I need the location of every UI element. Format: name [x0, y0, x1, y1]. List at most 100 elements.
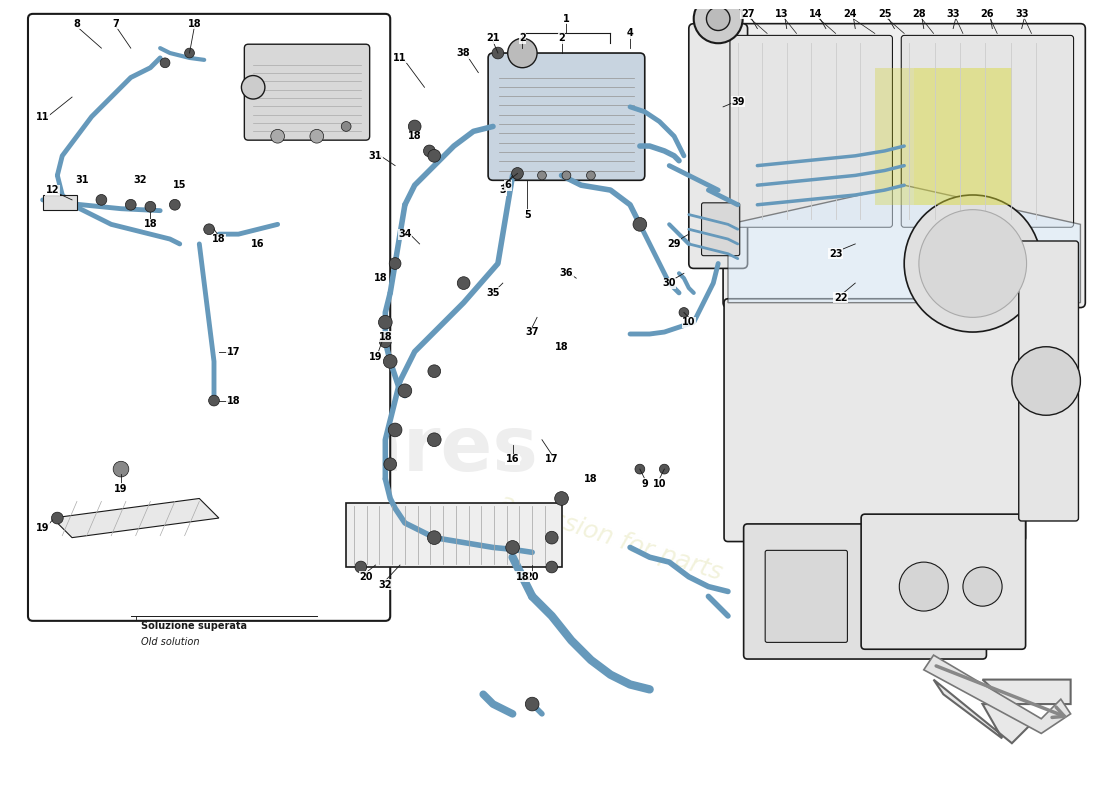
Text: 2: 2 — [519, 34, 526, 43]
Text: 9: 9 — [641, 478, 648, 489]
Circle shape — [378, 315, 393, 329]
Circle shape — [310, 130, 323, 143]
Text: 32: 32 — [378, 580, 392, 590]
Circle shape — [679, 307, 689, 318]
Circle shape — [341, 122, 351, 131]
FancyBboxPatch shape — [861, 514, 1025, 650]
Text: 37: 37 — [526, 327, 539, 337]
Text: 19: 19 — [368, 351, 383, 362]
Circle shape — [554, 492, 569, 506]
Text: 19: 19 — [36, 523, 50, 533]
FancyBboxPatch shape — [689, 24, 748, 269]
Circle shape — [526, 698, 539, 711]
Circle shape — [694, 0, 743, 43]
Circle shape — [424, 145, 436, 157]
Text: 1: 1 — [563, 14, 570, 24]
Circle shape — [271, 130, 285, 143]
Circle shape — [706, 7, 730, 30]
Text: Soluzione superata: Soluzione superata — [141, 621, 246, 631]
Text: 36: 36 — [560, 268, 573, 278]
Text: 18: 18 — [378, 332, 392, 342]
Circle shape — [384, 354, 397, 368]
Text: 18: 18 — [516, 572, 529, 582]
FancyBboxPatch shape — [1019, 241, 1078, 521]
Circle shape — [52, 512, 63, 524]
Text: 10: 10 — [652, 478, 667, 489]
Text: 17: 17 — [227, 346, 240, 357]
Circle shape — [379, 336, 392, 348]
Text: 11: 11 — [394, 53, 407, 63]
Text: a passion for parts: a passion for parts — [496, 490, 725, 585]
Circle shape — [512, 167, 524, 179]
Text: 15: 15 — [173, 180, 187, 190]
FancyBboxPatch shape — [730, 35, 892, 227]
Circle shape — [185, 48, 195, 58]
Text: 25: 25 — [878, 9, 891, 19]
Text: 20: 20 — [359, 572, 373, 582]
FancyBboxPatch shape — [244, 44, 370, 140]
FancyBboxPatch shape — [28, 14, 390, 621]
Text: 12: 12 — [46, 185, 59, 195]
Text: 18: 18 — [408, 131, 421, 142]
Circle shape — [538, 171, 547, 180]
Text: 11: 11 — [36, 112, 50, 122]
Circle shape — [508, 38, 537, 68]
Polygon shape — [53, 498, 219, 538]
Circle shape — [398, 384, 411, 398]
Text: 18: 18 — [584, 474, 597, 484]
Circle shape — [241, 75, 265, 99]
Circle shape — [492, 47, 504, 59]
Circle shape — [169, 199, 180, 210]
Bar — [43, 195, 77, 210]
Circle shape — [458, 277, 470, 290]
FancyBboxPatch shape — [702, 203, 739, 256]
Text: 18: 18 — [143, 219, 157, 230]
Circle shape — [635, 464, 645, 474]
Circle shape — [384, 458, 397, 470]
Text: 21: 21 — [486, 34, 499, 43]
Circle shape — [506, 541, 519, 554]
Text: 33: 33 — [946, 9, 960, 19]
Text: 39: 39 — [732, 97, 745, 107]
Text: 31: 31 — [368, 151, 383, 161]
FancyBboxPatch shape — [488, 53, 645, 180]
Text: 33: 33 — [1015, 9, 1028, 19]
Text: 30: 30 — [662, 278, 676, 288]
Circle shape — [428, 150, 441, 162]
Text: 14: 14 — [810, 9, 823, 19]
Circle shape — [513, 171, 521, 180]
Text: 26: 26 — [981, 9, 994, 19]
Text: 3: 3 — [499, 185, 506, 195]
Circle shape — [355, 561, 366, 573]
Circle shape — [513, 43, 532, 63]
Text: 7: 7 — [112, 18, 120, 29]
Bar — [346, 503, 561, 567]
Circle shape — [659, 464, 669, 474]
Text: 17: 17 — [544, 454, 559, 464]
Circle shape — [161, 58, 169, 68]
Text: 35: 35 — [486, 288, 499, 298]
Text: 8: 8 — [74, 18, 80, 29]
Circle shape — [918, 210, 1026, 318]
Circle shape — [204, 224, 214, 234]
Circle shape — [209, 395, 219, 406]
Text: 6: 6 — [504, 180, 512, 190]
Circle shape — [428, 365, 441, 378]
Text: 16: 16 — [506, 454, 519, 464]
Text: 2: 2 — [558, 34, 565, 43]
Text: 18: 18 — [554, 342, 569, 352]
Text: 18: 18 — [212, 234, 226, 244]
Polygon shape — [924, 655, 1070, 734]
Bar — [914, 68, 1012, 205]
Text: 28: 28 — [912, 9, 926, 19]
Text: eurospares: eurospares — [56, 413, 539, 486]
Text: 18: 18 — [188, 18, 201, 29]
Circle shape — [962, 567, 1002, 606]
Circle shape — [408, 120, 421, 133]
Circle shape — [125, 199, 136, 210]
Text: 23: 23 — [829, 249, 843, 258]
FancyBboxPatch shape — [744, 524, 987, 659]
Circle shape — [96, 194, 107, 206]
Polygon shape — [934, 679, 1070, 743]
Circle shape — [389, 258, 402, 270]
